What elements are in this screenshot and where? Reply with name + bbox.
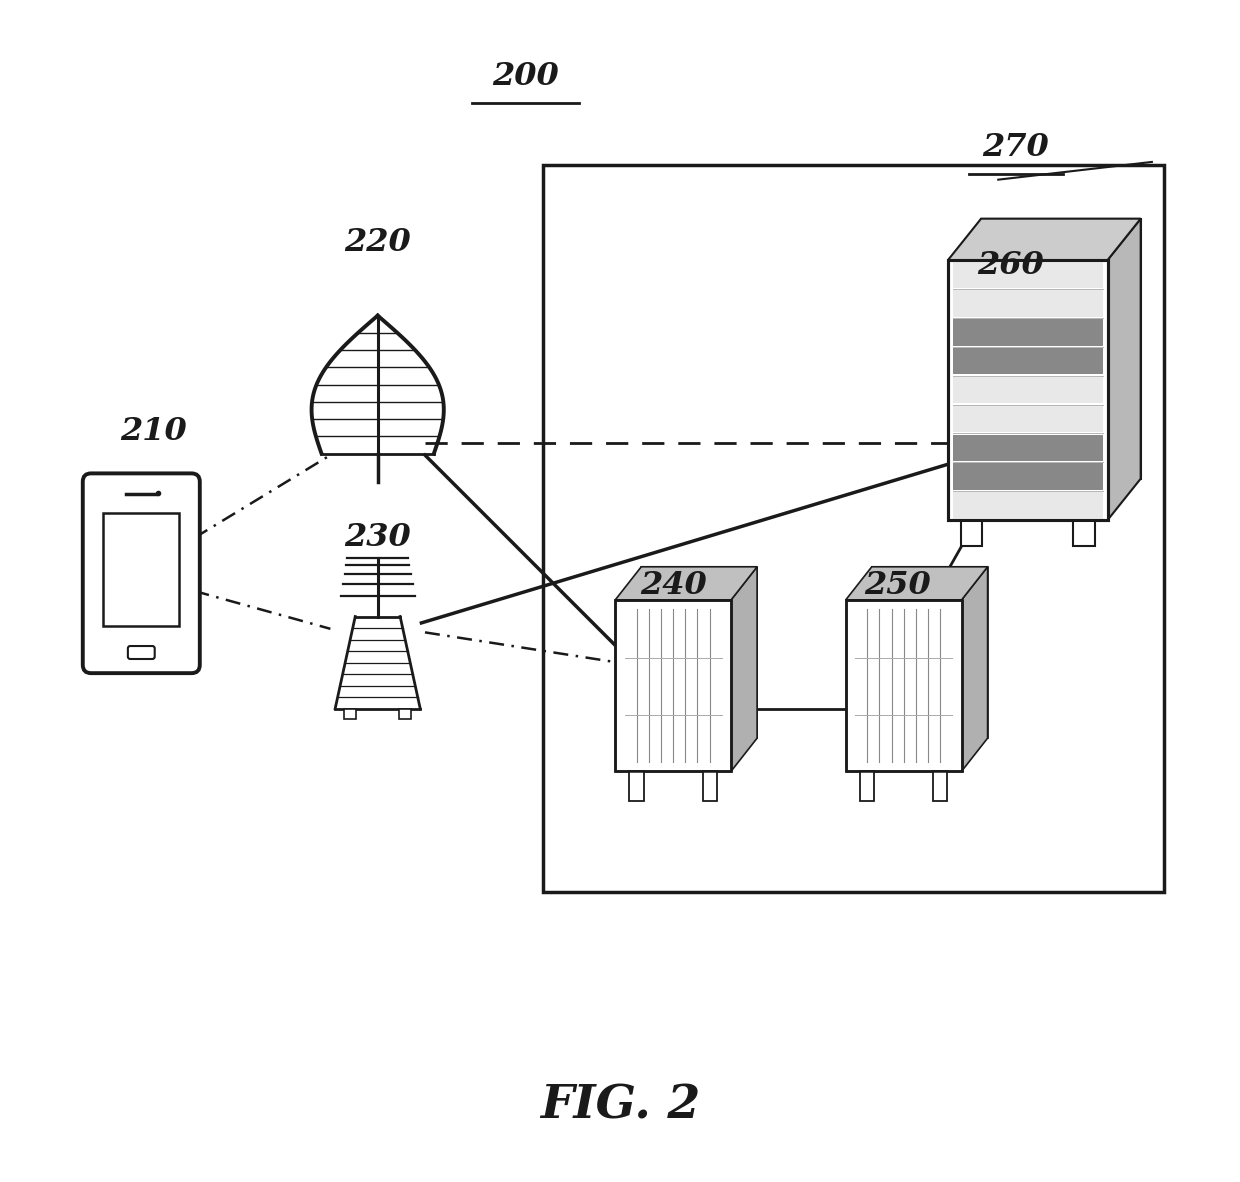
Bar: [703, 772, 717, 801]
Bar: [399, 709, 410, 720]
Text: FIG. 2: FIG. 2: [539, 1083, 701, 1128]
Bar: [872, 567, 987, 738]
Bar: [952, 463, 1102, 491]
Polygon shape: [846, 567, 987, 600]
FancyBboxPatch shape: [128, 647, 155, 660]
Bar: [641, 567, 758, 738]
Bar: [961, 520, 982, 546]
Text: 230: 230: [345, 522, 412, 553]
Polygon shape: [732, 567, 758, 772]
Bar: [952, 405, 1102, 433]
Polygon shape: [961, 567, 987, 772]
Bar: [952, 435, 1102, 461]
Text: 270: 270: [982, 132, 1049, 163]
FancyBboxPatch shape: [83, 473, 200, 674]
Bar: [952, 261, 1102, 287]
Bar: [952, 348, 1102, 375]
Bar: [934, 772, 947, 801]
Bar: [846, 600, 961, 772]
Bar: [952, 377, 1102, 403]
Polygon shape: [1107, 219, 1141, 520]
Text: 240: 240: [640, 570, 707, 600]
Text: 210: 210: [120, 416, 186, 447]
Text: 220: 220: [345, 227, 412, 258]
Bar: [846, 600, 961, 772]
Bar: [630, 772, 644, 801]
Bar: [952, 319, 1102, 345]
Bar: [861, 772, 874, 801]
Bar: [345, 709, 356, 720]
Bar: [615, 600, 732, 772]
Bar: [981, 219, 1141, 479]
Bar: [615, 600, 732, 772]
Bar: [103, 513, 180, 626]
Bar: [543, 165, 1163, 892]
Polygon shape: [949, 219, 1141, 260]
Bar: [949, 260, 1107, 520]
Bar: [949, 260, 1107, 520]
Text: 260: 260: [977, 251, 1043, 281]
Polygon shape: [615, 567, 758, 600]
Text: 250: 250: [864, 570, 931, 600]
Bar: [1074, 520, 1095, 546]
Bar: [952, 493, 1102, 519]
Bar: [952, 290, 1102, 317]
Text: 200: 200: [492, 61, 559, 92]
